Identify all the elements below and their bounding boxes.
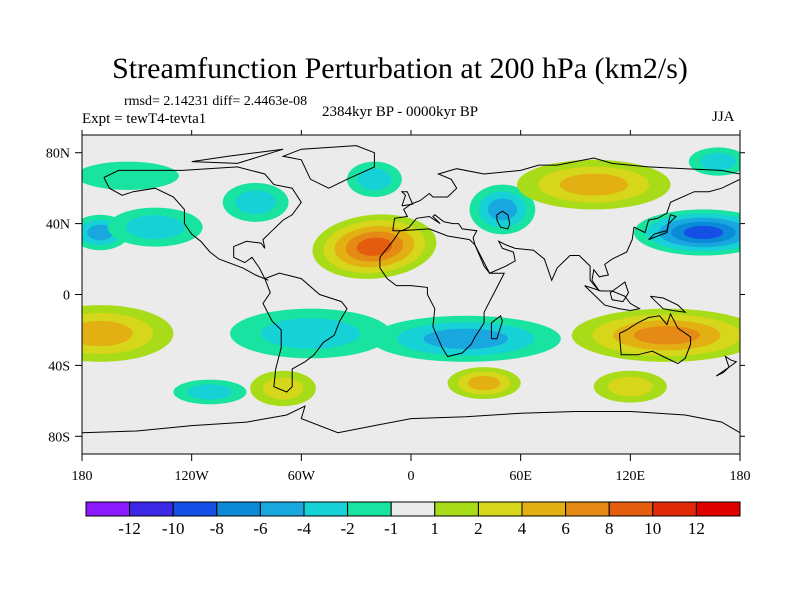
colorbar-box-0 bbox=[85, 501, 131, 517]
colorbar-box-6 bbox=[347, 501, 392, 517]
anomaly-australia-high bbox=[571, 308, 740, 362]
anomaly-arctic-fringe-low bbox=[688, 147, 740, 176]
anomaly-nw-pacific-min bbox=[634, 209, 740, 256]
greenland-coast bbox=[281, 145, 375, 189]
x-tick-label-2: 60W bbox=[288, 469, 316, 484]
y-tick-label-0: 80N bbox=[46, 147, 70, 162]
colorbar-label-12: 10 bbox=[644, 519, 661, 538]
colorbar-box-9 bbox=[477, 501, 523, 517]
x-tick-label-1: 120W bbox=[175, 469, 210, 484]
colorbar-box-1 bbox=[129, 501, 174, 517]
antarctica-coast bbox=[82, 405, 740, 434]
y-tick-label-4: 80S bbox=[48, 430, 70, 445]
colorbar-box-12 bbox=[608, 501, 654, 517]
colorbar-label-11: 8 bbox=[605, 519, 614, 538]
x-tick-label-3: 0 bbox=[408, 469, 415, 484]
anomaly-s-indian-high bbox=[593, 370, 667, 403]
chart-title: Streamfunction Perturbation at 200 hPa (… bbox=[112, 52, 688, 85]
indonesia-coast bbox=[584, 285, 641, 312]
colorbar-label-4: -4 bbox=[297, 519, 312, 538]
colorbar-label-2: -8 bbox=[210, 519, 224, 538]
anomaly-na-low bbox=[222, 182, 289, 222]
x-tick-label-5: 120E bbox=[616, 469, 646, 484]
caspian-coast bbox=[496, 210, 511, 230]
x-tick-label-0: 180 bbox=[72, 469, 93, 484]
south-america-coast bbox=[262, 272, 348, 393]
anomaly-south-pacific-high-level-3 bbox=[82, 320, 133, 347]
anomaly-greenland-low bbox=[347, 161, 402, 198]
y-tick-label-2: 0 bbox=[63, 289, 70, 304]
new-guinea-coast bbox=[650, 295, 687, 313]
x-tick-label-6: 180 bbox=[730, 469, 751, 484]
colorbar-label-0: -12 bbox=[118, 519, 141, 538]
colorbar-box-11 bbox=[565, 501, 610, 517]
anomaly-s-pacific-low-level-2 bbox=[187, 384, 233, 400]
anomaly-arctic-low bbox=[82, 161, 179, 190]
anomaly-greenland-low-level-2 bbox=[357, 168, 392, 191]
uk-coast bbox=[400, 191, 414, 207]
anomaly-s-america-low-level-2 bbox=[260, 318, 360, 349]
japan-coast bbox=[648, 214, 677, 241]
experiment-label: Expt = tewT4-tevta1 bbox=[82, 111, 207, 127]
anomaly-urals-low-level-3 bbox=[487, 198, 518, 221]
anomaly-nw-pacific-min-level-5 bbox=[683, 225, 724, 240]
x-tick-label-4: 60E bbox=[509, 469, 532, 484]
anomaly-s-indian-high-level-2 bbox=[607, 376, 653, 397]
colorbar-label-10: 6 bbox=[561, 519, 570, 538]
anomaly-s-pacific-low bbox=[173, 379, 247, 405]
colorbar-box-3 bbox=[216, 501, 261, 517]
anomaly-patagonia-high bbox=[250, 370, 316, 407]
anomaly-siberia-high bbox=[517, 159, 671, 210]
colorbar-box-2 bbox=[172, 501, 218, 517]
australia-coast bbox=[618, 312, 692, 365]
eurasia-coast bbox=[392, 157, 740, 231]
anomaly-arctic-low-level-1 bbox=[82, 161, 179, 190]
borneo-coast bbox=[609, 281, 630, 303]
anomaly-patagonia-high-level-2 bbox=[262, 377, 304, 400]
colorbar-box-7 bbox=[390, 501, 436, 517]
asia-east-coast bbox=[392, 178, 740, 292]
africa-coast bbox=[379, 228, 506, 358]
new-zealand-coast bbox=[715, 355, 738, 377]
madagascar-coast bbox=[490, 314, 503, 340]
colorbar-label-1: -10 bbox=[162, 519, 185, 538]
anomaly-s-america-low bbox=[230, 308, 391, 359]
colorbar-box-5 bbox=[303, 501, 349, 517]
rmsd-diff-stats: rmsd= 2.14231 diff= 2.4463e-08 bbox=[124, 94, 308, 109]
colorbar-box-8 bbox=[434, 501, 479, 517]
colorbar-box-10 bbox=[521, 501, 567, 517]
y-tick-label-1: 40N bbox=[46, 218, 70, 233]
season-label: JJA bbox=[712, 109, 735, 125]
anomaly-s-indian-min bbox=[370, 315, 561, 362]
anomaly-south-pacific-high bbox=[82, 305, 174, 362]
colorbar-box-4 bbox=[259, 501, 305, 517]
anomaly-urals-low bbox=[469, 184, 536, 235]
anomaly-arctic-fringe-low-level-2 bbox=[700, 152, 737, 171]
colorbar-box-13 bbox=[652, 501, 697, 517]
anomaly-n-pacific-low bbox=[107, 207, 203, 247]
anomaly-s-indian-min-level-3 bbox=[423, 328, 509, 350]
colorbar-label-13: 12 bbox=[688, 519, 705, 538]
colorbar-label-7: 1 bbox=[431, 519, 440, 538]
anomaly-n-atlantic-min-level-3 bbox=[87, 224, 114, 241]
colorbar-box-14 bbox=[695, 501, 741, 517]
anomaly-na-low-level-2 bbox=[235, 190, 276, 215]
colorbar-label-9: 4 bbox=[518, 519, 527, 538]
arctic-islands-coast bbox=[191, 148, 284, 164]
anomaly-sahara-max-level-5 bbox=[356, 237, 393, 256]
anomaly-n-pacific-low-level-2 bbox=[125, 215, 185, 240]
colorbar-label-8: 2 bbox=[474, 519, 483, 538]
period-label: 2384kyr BP - 0000kyr BP bbox=[322, 104, 479, 120]
colorbar-label-6: -1 bbox=[384, 519, 398, 538]
colorbar-label-3: -6 bbox=[253, 519, 267, 538]
north-america-coast bbox=[103, 166, 302, 281]
anomaly-s-atlantic-high bbox=[447, 367, 521, 400]
y-tick-label-3: 40S bbox=[48, 359, 70, 374]
anomaly-s-atlantic-high-level-3 bbox=[467, 376, 501, 391]
anomaly-siberia-high-level-3 bbox=[559, 173, 628, 196]
anomaly-australia-high-level-4 bbox=[633, 326, 700, 345]
colorbar-label-5: -2 bbox=[341, 519, 355, 538]
